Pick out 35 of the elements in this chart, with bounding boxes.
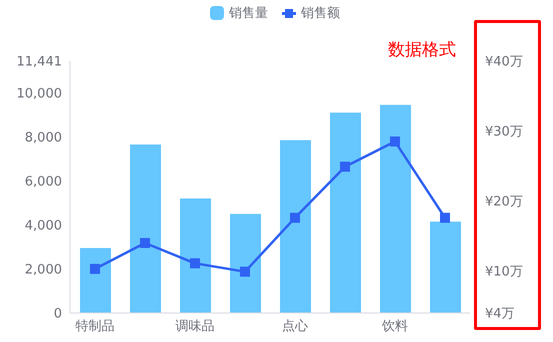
point (190, 258, 200, 268)
point (440, 212, 450, 223)
point (390, 136, 400, 146)
x-tick-label: 特制品 (76, 319, 114, 334)
bar (180, 198, 211, 313)
legend-label: 销售量 (228, 5, 268, 22)
point (240, 266, 250, 277)
bar (330, 112, 361, 313)
y2-tick-label: ¥40万 (485, 54, 523, 70)
x-tick-label: 饮料 (381, 319, 408, 334)
point (340, 162, 350, 172)
x-tick-label: 点心 (282, 318, 308, 334)
bar (80, 248, 111, 313)
y-tick-label: 6,000 (24, 174, 62, 190)
y2-tick-label: ¥30万 (485, 124, 523, 140)
text: 数据格式 (388, 39, 456, 61)
y-tick-label: 0 (54, 306, 62, 322)
y-tick-label: 2,000 (24, 262, 62, 278)
point (90, 264, 100, 274)
y2-tick-label: ¥10万 (485, 264, 523, 280)
bar (130, 144, 161, 313)
x-tick-label: 调味品 (176, 319, 214, 334)
point (290, 212, 300, 223)
y-tick-label: 8,000 (24, 130, 62, 146)
bar (230, 214, 261, 313)
y-tick-label: 10,000 (16, 86, 62, 102)
y2-tick-label: ¥20万 (485, 194, 523, 210)
y-tick-label: 11,441 (16, 54, 62, 70)
y-tick-label: 4,000 (24, 218, 62, 234)
point (140, 238, 150, 248)
bar (380, 104, 411, 313)
bar (430, 222, 461, 313)
bar (280, 140, 311, 313)
legend-label: 销售额 (300, 5, 340, 22)
y2-tick-label: ¥4万 (485, 306, 515, 322)
